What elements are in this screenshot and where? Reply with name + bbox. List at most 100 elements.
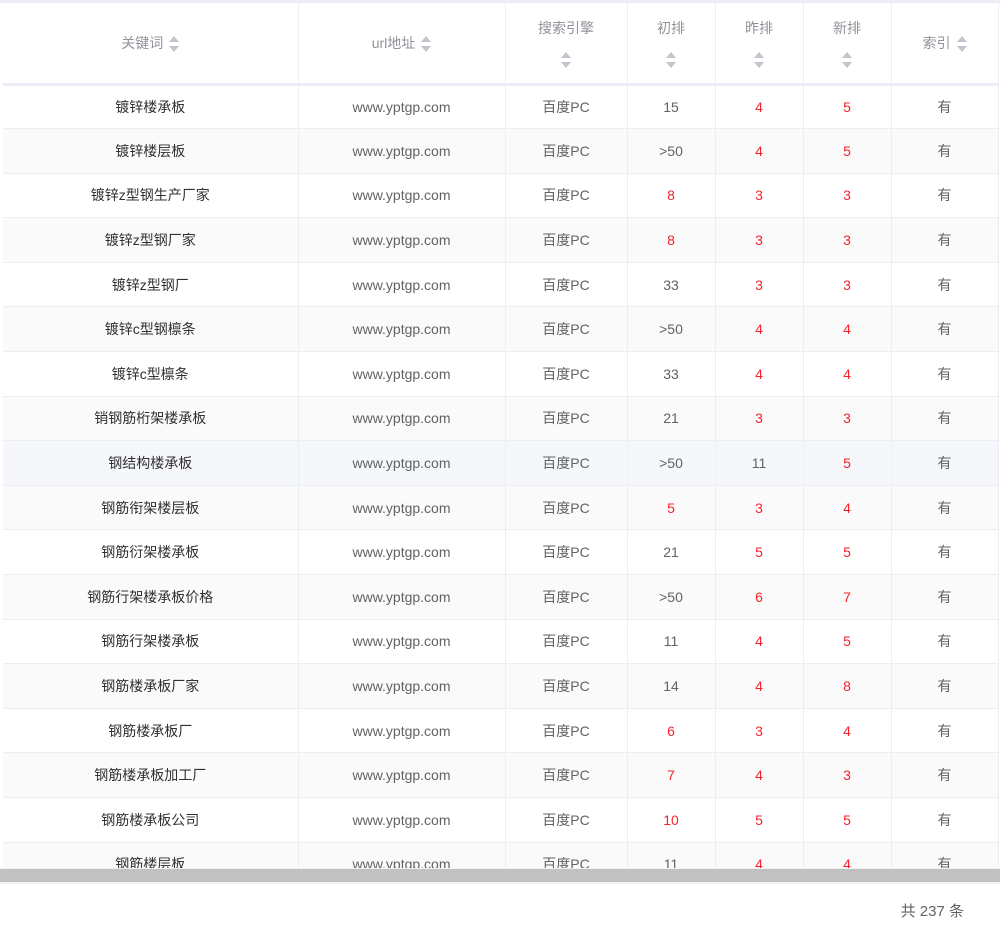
cell-new-rank: 5: [803, 84, 892, 130]
table-row[interactable]: 钢筋行架楼承板 www.yptgp.com 百度PC 11 4 5 有: [3, 619, 999, 665]
table-row[interactable]: 销钢筋桁架楼承板 www.yptgp.com 百度PC 21 3 3 有: [3, 396, 999, 442]
cell-initial-rank: >50: [627, 306, 716, 353]
cell-search-engine: 百度PC: [505, 485, 628, 531]
column-header-initial-rank[interactable]: 初排: [627, 3, 716, 86]
cell-keyword: 钢筋衍架楼承板: [3, 529, 299, 576]
table-row[interactable]: 钢筋楼承板加工厂 www.yptgp.com 百度PC 7 4 3 有: [3, 752, 999, 798]
cell-keyword: 镀锌z型钢生产厂家: [3, 173, 299, 219]
cell-index: 有: [891, 396, 999, 442]
cell-initial-rank: >50: [627, 128, 716, 174]
cell-search-engine: 百度PC: [505, 440, 628, 486]
cell-yesterday-rank: 4: [715, 752, 804, 798]
cell-yesterday-rank: 3: [715, 217, 804, 263]
sort-icon[interactable]: [754, 51, 764, 68]
cell-new-rank: 3: [803, 752, 892, 798]
cell-new-rank: 5: [803, 797, 892, 843]
column-header-yesterday-rank[interactable]: 昨排: [715, 3, 804, 86]
cell-url: www.yptgp.com: [298, 84, 506, 130]
sort-icon[interactable]: [666, 51, 676, 68]
column-header-new-rank[interactable]: 新排: [803, 3, 892, 86]
cell-search-engine: 百度PC: [505, 262, 628, 308]
scrollbar-thumb[interactable]: [0, 869, 1000, 882]
cell-keyword: 镀锌c型钢檩条: [3, 306, 299, 353]
cell-index: 有: [891, 842, 999, 868]
column-header-search-engine[interactable]: 搜索引擎: [505, 3, 628, 86]
cell-index: 有: [891, 752, 999, 798]
cell-initial-rank: 11: [627, 619, 716, 665]
sort-icon[interactable]: [169, 36, 180, 53]
table-row[interactable]: 镀锌c型钢檩条 www.yptgp.com 百度PC >50 4 4 有: [3, 306, 999, 353]
table-row[interactable]: 钢结构楼承板 www.yptgp.com 百度PC >50 11 5 有: [3, 440, 999, 486]
cell-new-rank: 3: [803, 173, 892, 219]
cell-url: www.yptgp.com: [298, 173, 506, 219]
cell-keyword: 钢筋楼承板厂家: [3, 663, 299, 709]
cell-keyword: 镀锌z型钢厂家: [3, 217, 299, 263]
column-label: 关键词: [121, 34, 164, 51]
table-row[interactable]: 钢筋楼承板厂 www.yptgp.com 百度PC 6 3 4 有: [3, 708, 999, 754]
cell-index: 有: [891, 306, 999, 353]
cell-search-engine: 百度PC: [505, 708, 628, 754]
cell-new-rank: 3: [803, 262, 892, 308]
cell-search-engine: 百度PC: [505, 396, 628, 442]
cell-yesterday-rank: 4: [715, 128, 804, 174]
cell-index: 有: [891, 663, 999, 709]
table-row[interactable]: 镀锌楼层板 www.yptgp.com 百度PC >50 4 5 有: [3, 128, 999, 174]
cell-index: 有: [891, 351, 999, 397]
cell-search-engine: 百度PC: [505, 351, 628, 397]
cell-index: 有: [891, 797, 999, 843]
table-row[interactable]: 镀锌楼承板 www.yptgp.com 百度PC 15 4 5 有: [3, 84, 999, 130]
sort-icon[interactable]: [421, 36, 432, 53]
cell-url: www.yptgp.com: [298, 440, 506, 486]
table-row[interactable]: 镀锌c型檩条 www.yptgp.com 百度PC 33 4 4 有: [3, 351, 999, 397]
cell-search-engine: 百度PC: [505, 217, 628, 263]
cell-new-rank: 7: [803, 574, 892, 620]
cell-index: 有: [891, 708, 999, 754]
cell-index: 有: [891, 217, 999, 263]
cell-url: www.yptgp.com: [298, 619, 506, 665]
cell-yesterday-rank: 5: [715, 797, 804, 843]
cell-url: www.yptgp.com: [298, 842, 506, 868]
ranking-table: 关键词 url地址 搜索引擎 初排 昨排 新排 索引 镀锌楼承板 www.yptgp.com 百…: [0, 0, 1000, 868]
column-header-index[interactable]: 索引: [891, 3, 999, 86]
table-row[interactable]: 钢筋楼承板公司 www.yptgp.com 百度PC 10 5 5 有: [3, 797, 999, 843]
table-row[interactable]: 镀锌z型钢厂家 www.yptgp.com 百度PC 8 3 3 有: [3, 217, 999, 263]
table-row[interactable]: 镀锌z型钢厂 www.yptgp.com 百度PC 33 3 3 有: [3, 262, 999, 308]
table-row[interactable]: 钢筋衔架楼层板 www.yptgp.com 百度PC 5 3 4 有: [3, 485, 999, 531]
table-row[interactable]: 钢筋行架楼承板价格 www.yptgp.com 百度PC >50 6 7 有: [3, 574, 999, 620]
cell-yesterday-rank: 5: [715, 529, 804, 576]
column-header-keyword[interactable]: 关键词: [3, 3, 299, 86]
cell-index: 有: [891, 128, 999, 174]
sort-icon[interactable]: [561, 51, 571, 68]
cell-url: www.yptgp.com: [298, 574, 506, 620]
table-row[interactable]: 镀锌z型钢生产厂家 www.yptgp.com 百度PC 8 3 3 有: [3, 173, 999, 219]
horizontal-scrollbar[interactable]: [0, 868, 1000, 884]
cell-yesterday-rank: 11: [715, 440, 804, 486]
cell-keyword: 钢筋行架楼承板: [3, 619, 299, 665]
cell-new-rank: 5: [803, 529, 892, 576]
sort-icon[interactable]: [956, 36, 967, 53]
cell-yesterday-rank: 4: [715, 842, 804, 868]
cell-new-rank: 4: [803, 708, 892, 754]
total-count: 共 237 条: [900, 903, 964, 920]
cell-url: www.yptgp.com: [298, 663, 506, 709]
table-row[interactable]: 钢筋楼承板厂家 www.yptgp.com 百度PC 14 4 8 有: [3, 663, 999, 709]
cell-yesterday-rank: 4: [715, 351, 804, 397]
cell-index: 有: [891, 574, 999, 620]
cell-initial-rank: 11: [627, 842, 716, 868]
cell-initial-rank: >50: [627, 574, 716, 620]
table-row[interactable]: 钢筋衍架楼承板 www.yptgp.com 百度PC 21 5 5 有: [3, 529, 999, 576]
cell-url: www.yptgp.com: [298, 217, 506, 263]
cell-initial-rank: 10: [627, 797, 716, 843]
column-header-url[interactable]: url地址: [298, 3, 506, 86]
cell-new-rank: 5: [803, 440, 892, 486]
sort-icon[interactable]: [842, 51, 852, 68]
table-row[interactable]: 钢筋楼层板 www.yptgp.com 百度PC 11 4 4 有: [3, 842, 999, 868]
cell-search-engine: 百度PC: [505, 84, 628, 130]
cell-new-rank: 5: [803, 619, 892, 665]
cell-keyword: 销钢筋桁架楼承板: [3, 396, 299, 442]
cell-yesterday-rank: 4: [715, 619, 804, 665]
table-header: 关键词 url地址 搜索引擎 初排 昨排 新排 索引: [3, 3, 999, 86]
cell-url: www.yptgp.com: [298, 306, 506, 353]
cell-search-engine: 百度PC: [505, 663, 628, 709]
cell-yesterday-rank: 6: [715, 574, 804, 620]
